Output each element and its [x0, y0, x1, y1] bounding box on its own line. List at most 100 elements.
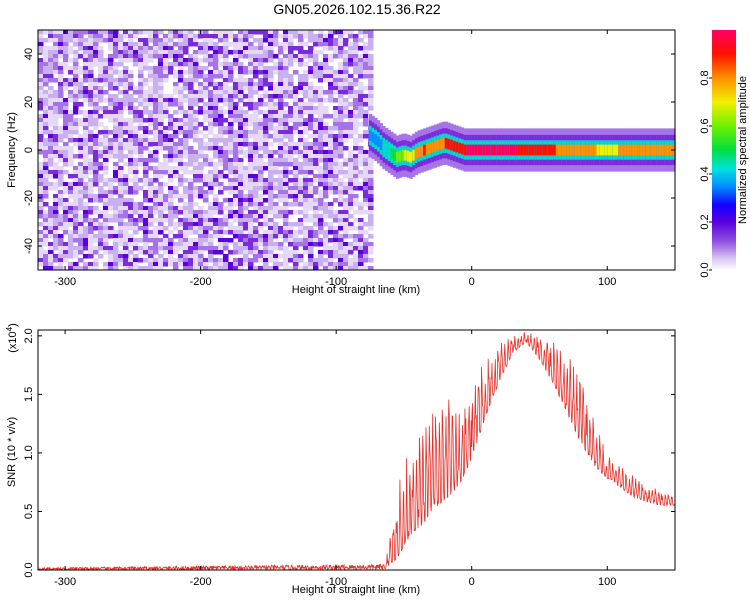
- spectrogram-cell: [248, 166, 254, 171]
- spectrogram-cell: [213, 50, 219, 55]
- spectrogram-cell: [278, 198, 284, 203]
- spectrogram-cell: [368, 30, 374, 35]
- spectrogram-cell: [98, 54, 104, 59]
- spectrogram-cell: [253, 66, 259, 71]
- spectrogram-cell: [233, 114, 239, 119]
- spectrogram-cell: [133, 138, 139, 143]
- spectrogram-cell: [58, 138, 64, 143]
- spectrogram-cell: [358, 110, 364, 115]
- spectrogram-cell: [118, 50, 124, 55]
- spectrogram-cell: [178, 122, 184, 127]
- spectrogram-cell: [73, 78, 79, 83]
- spectrogram-cell: [128, 78, 134, 83]
- spectrogram-cell: [193, 42, 199, 47]
- spectrogram-cell: [158, 262, 164, 267]
- spectrogram-cell: [258, 258, 264, 263]
- spectrogram-cell: [268, 186, 274, 191]
- spectrogram-cell: [38, 118, 44, 123]
- spectrogram-cell: [68, 230, 74, 235]
- spectrogram-cell: [288, 158, 294, 163]
- spectrogram-cell: [88, 158, 94, 163]
- spectrogram-cell: [303, 146, 309, 151]
- spectrogram-cell: [203, 222, 209, 227]
- spectrogram-cell: [148, 262, 154, 267]
- spectrogram-cell: [88, 246, 94, 251]
- spectrogram-cell: [368, 218, 374, 223]
- spectrogram-cell: [163, 206, 169, 211]
- spectrogram-cell: [58, 250, 64, 255]
- spectrogram-cell: [298, 54, 304, 59]
- spectrogram-cell: [63, 222, 69, 227]
- spectrogram-cell: [128, 110, 134, 115]
- ridge-cell: [610, 144, 614, 156]
- spectrogram-cell: [228, 78, 234, 83]
- spectrogram-cell: [213, 146, 219, 151]
- spectrogram-cell: [188, 98, 194, 103]
- spectrogram-cell: [238, 230, 244, 235]
- spectrogram-cell: [153, 150, 159, 155]
- spectrogram-cell: [258, 222, 264, 227]
- ridge-cell: [615, 144, 619, 156]
- spectrogram-cell: [48, 54, 54, 59]
- spectrogram-cell: [208, 38, 214, 43]
- snr-plot-area: [38, 330, 675, 570]
- spectrogram-cell: [283, 66, 289, 71]
- spectrogram-cell: [118, 46, 124, 51]
- spectrogram-cell: [323, 78, 329, 83]
- snr-y-scale-label: (x104): [5, 323, 19, 353]
- spectrogram-cell: [168, 146, 174, 151]
- spectrogram-cell: [268, 182, 274, 187]
- spectrogram-cell: [273, 114, 279, 119]
- spectrogram-cell: [168, 246, 174, 251]
- spectrogram-cell: [258, 178, 264, 183]
- spectrogram-cell: [88, 182, 94, 187]
- spectrogram-cell: [138, 138, 144, 143]
- spectrogram-cell: [73, 90, 79, 95]
- spectrogram-cell: [333, 226, 339, 231]
- spectrogram-cell: [368, 102, 374, 107]
- spectrogram-cell: [368, 182, 374, 187]
- spectrogram-cell: [128, 170, 134, 175]
- ridge-cell: [496, 144, 500, 156]
- spectrogram-cell: [43, 166, 49, 171]
- ridge-cell: [520, 144, 524, 156]
- spectrogram-cell: [308, 142, 314, 147]
- spectrogram-cell: [153, 90, 159, 95]
- spectrogram-cell: [73, 214, 79, 219]
- spectrogram-cell: [323, 62, 329, 67]
- ridge-cell: [412, 149, 416, 161]
- spectrogram-cell: [58, 158, 64, 163]
- spectrogram-cell: [73, 262, 79, 267]
- spectrogram-cell: [208, 82, 214, 87]
- spectrogram-cell: [58, 258, 64, 263]
- spectrogram-cell: [333, 246, 339, 251]
- spectrogram-cell: [133, 98, 139, 103]
- spectrogram-cell: [283, 134, 289, 139]
- spectrogram-cell: [123, 130, 129, 135]
- spectrogram-cell: [178, 154, 184, 159]
- ridge-cell: [414, 148, 419, 159]
- spectrogram-cell: [178, 42, 184, 47]
- spectrogram-cell: [43, 190, 49, 195]
- spectrogram-cell: [83, 150, 89, 155]
- spectrogram-cell: [188, 178, 194, 183]
- spectrogram-cell: [208, 246, 214, 251]
- spectrogram-cell: [173, 234, 179, 239]
- spectrogram-cell: [283, 222, 289, 227]
- spectrogram-cell: [53, 162, 59, 167]
- spectrogram-cell: [153, 122, 159, 127]
- spectrogram-cell: [123, 82, 129, 87]
- spectrogram-cell: [93, 122, 99, 127]
- spectrogram-cell: [288, 210, 294, 215]
- spectrogram-cell: [238, 214, 244, 219]
- spectrogram-cell: [193, 118, 199, 123]
- spectrogram-cell: [268, 122, 274, 127]
- spectrogram-cell: [323, 174, 329, 179]
- spectrogram-cell: [188, 94, 194, 99]
- ridge-cell: [612, 144, 616, 156]
- spectrogram-cell: [218, 242, 224, 247]
- spectrogram-cell: [98, 238, 104, 243]
- spectrogram-cell: [118, 210, 124, 215]
- spectrogram-cell: [348, 222, 354, 227]
- spectrogram-cell: [333, 174, 339, 179]
